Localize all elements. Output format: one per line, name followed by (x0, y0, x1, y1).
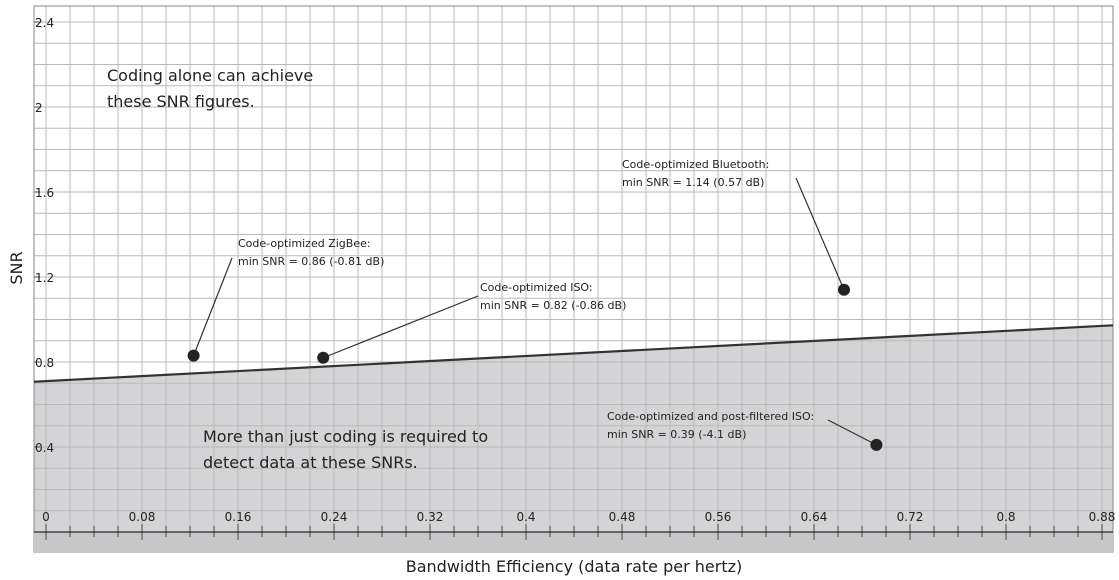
x-tick-label: 0.64 (801, 510, 828, 524)
x-tick-label: 0.8 (996, 510, 1015, 524)
leader-line (193, 257, 233, 356)
snr-boundary-line (33, 324, 1114, 383)
y-tick-label: 2 (35, 101, 43, 115)
x-tick-label: 0.24 (321, 510, 348, 524)
x-tick-label: 0.4 (516, 510, 535, 524)
point-label: min SNR = 0.39 (-4.1 dB) (607, 428, 746, 441)
point-label: Code-optimized ISO: (480, 281, 593, 294)
x-axis-label: Bandwidth Efficiency (data rate per hert… (406, 557, 743, 576)
x-tick-label: 0.56 (705, 510, 732, 524)
region-caption-below: detect data at these SNRs. (203, 453, 418, 472)
x-tick-label: 0.88 (1089, 510, 1116, 524)
point-label: Code-optimized and post-filtered ISO: (607, 410, 814, 423)
region-caption-below: More than just coding is required to (203, 427, 488, 446)
y-tick-label: 1.2 (35, 271, 54, 285)
x-tick-label: 0.48 (609, 510, 636, 524)
point-label: Code-optimized Bluetooth: (622, 158, 769, 171)
x-tick-label: 0.08 (129, 510, 156, 524)
y-tick-label: 0.4 (35, 441, 54, 455)
y-tick-label: 1.6 (35, 186, 54, 200)
x-tick-label: 0.72 (897, 510, 924, 524)
data-point (317, 351, 330, 364)
y-tick-label: 0.8 (35, 356, 54, 370)
point-label: Code-optimized ZigBee: (238, 237, 371, 250)
x-tick-label: 0.16 (225, 510, 252, 524)
x-tick-label: 0.32 (417, 510, 444, 524)
point-label: min SNR = 0.86 (-0.81 dB) (238, 255, 384, 268)
data-point (870, 438, 883, 451)
leader-line (795, 177, 845, 290)
point-label: min SNR = 0.82 (-0.86 dB) (480, 299, 626, 312)
point-label: min SNR = 1.14 (0.57 dB) (622, 176, 764, 189)
y-axis-label: SNR (7, 251, 26, 284)
x-tick-label: 0 (42, 510, 50, 524)
x-axis-band (34, 532, 1113, 552)
region-caption-above: these SNR figures. (107, 92, 255, 111)
region-caption-above: Coding alone can achieve (107, 66, 313, 85)
y-tick-label: 2.4 (35, 16, 54, 30)
data-point (838, 283, 850, 296)
leader-line (322, 295, 479, 359)
data-point (187, 349, 200, 362)
leader-line (827, 419, 877, 446)
